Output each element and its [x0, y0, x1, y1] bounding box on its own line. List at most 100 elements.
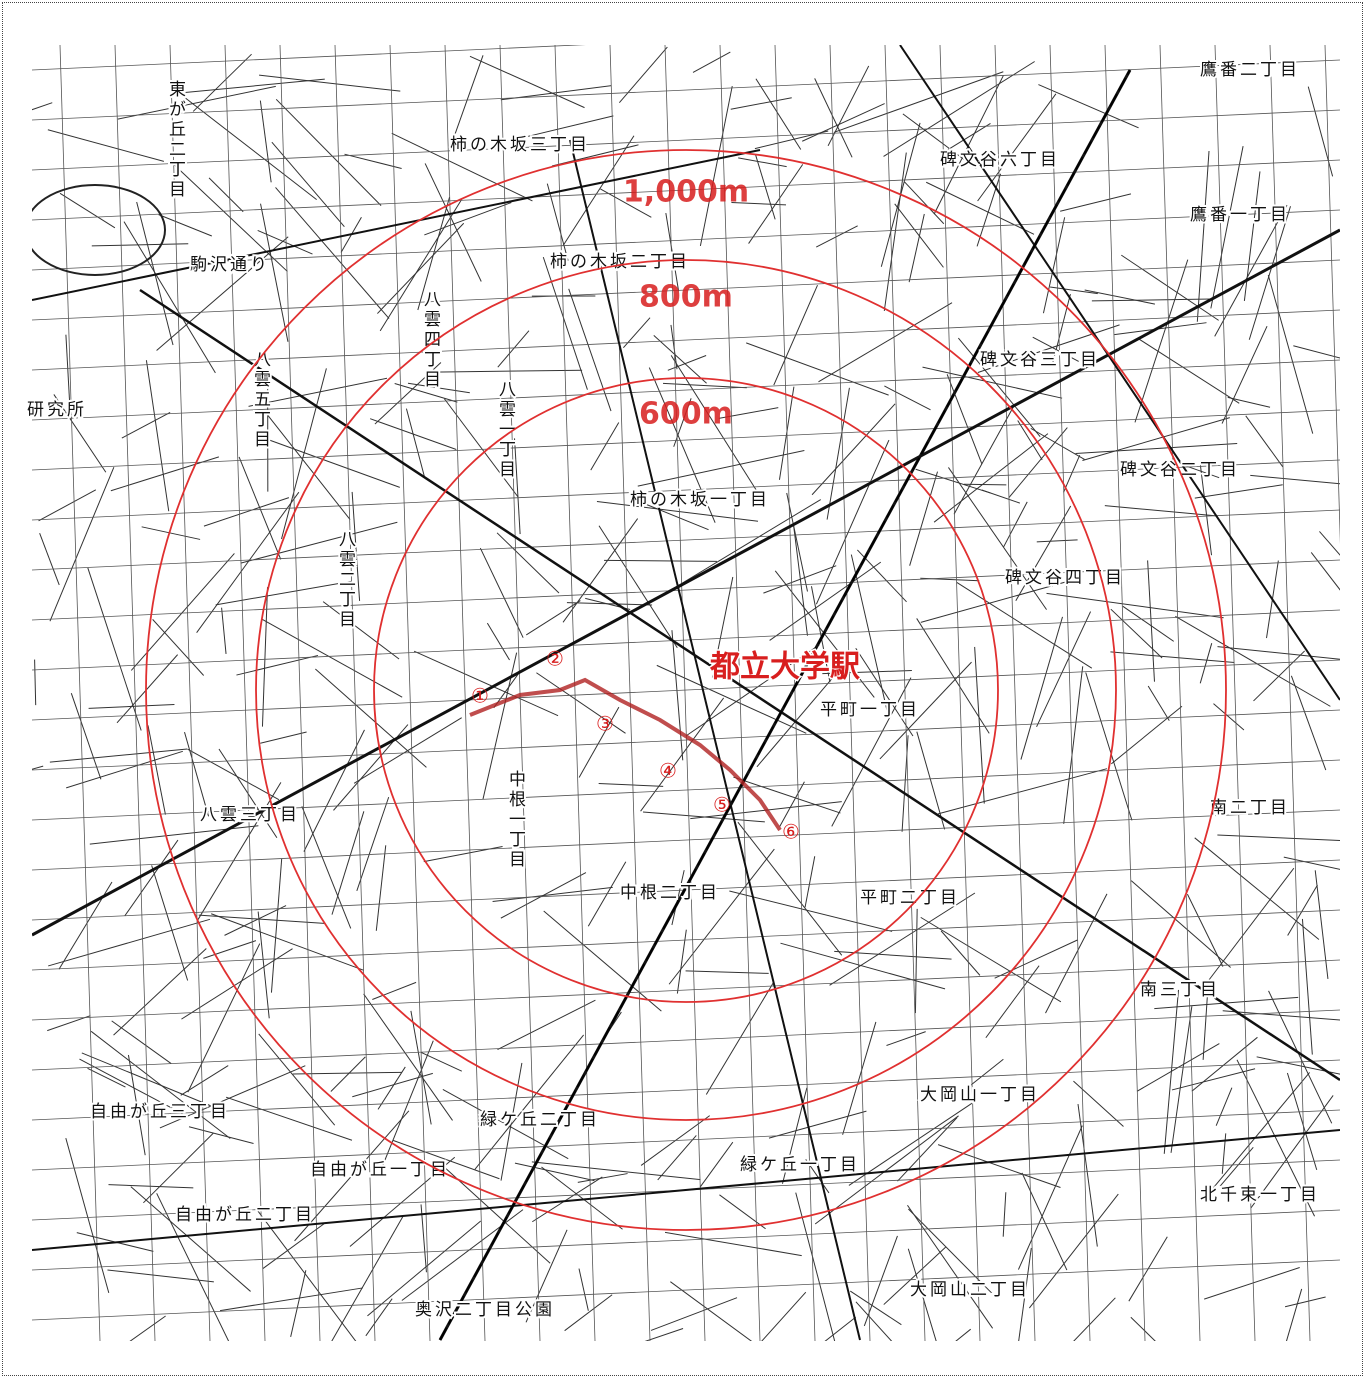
street — [578, 1268, 589, 1311]
street — [421, 1052, 463, 1072]
street — [49, 466, 115, 622]
street — [117, 85, 276, 120]
street — [1196, 150, 1210, 322]
distance-circle — [145, 149, 1227, 1231]
route-marker: ① — [471, 684, 489, 708]
street — [32, 609, 1340, 671]
street — [81, 1052, 218, 1109]
street — [1073, 1297, 1116, 1341]
street — [203, 497, 290, 527]
street — [497, 999, 596, 1051]
street — [1042, 217, 1066, 314]
street — [908, 213, 925, 283]
street — [1170, 1006, 1193, 1153]
street — [238, 456, 282, 560]
street — [1045, 893, 1108, 1014]
street — [1250, 474, 1340, 485]
street — [1214, 45, 1256, 1341]
street — [719, 1194, 766, 1230]
street — [257, 911, 270, 1019]
street — [1049, 45, 1091, 1341]
street — [1287, 884, 1318, 936]
street — [141, 526, 201, 540]
street — [705, 981, 775, 1095]
street — [1221, 325, 1268, 424]
place-name: 柿の木坂三丁目 — [450, 135, 590, 155]
street — [260, 203, 289, 342]
street — [432, 369, 583, 373]
route-marker: ② — [546, 647, 564, 671]
street — [259, 100, 272, 183]
place-name: 緑ケ丘一丁目 — [740, 1155, 860, 1175]
street — [197, 782, 282, 921]
street — [123, 221, 216, 374]
street — [768, 1110, 867, 1139]
street — [795, 1192, 836, 1341]
street — [922, 366, 1063, 399]
street — [937, 1144, 1061, 1188]
street — [32, 45, 586, 71]
street — [271, 141, 345, 228]
street — [292, 1071, 402, 1075]
street — [883, 1246, 946, 1305]
place-name: 八雲三丁目 — [200, 805, 300, 825]
street — [780, 942, 946, 990]
major-road — [899, 45, 1340, 701]
street — [353, 717, 462, 784]
street — [363, 993, 453, 1121]
street — [90, 1030, 231, 1139]
street — [32, 809, 1340, 871]
street — [32, 459, 1340, 521]
street — [391, 132, 533, 202]
streets — [32, 45, 1340, 1341]
street — [394, 382, 458, 403]
street — [53, 394, 107, 473]
major-road — [32, 228, 1340, 937]
street — [1159, 45, 1201, 1341]
street — [699, 1141, 734, 1188]
street — [261, 618, 403, 698]
street — [810, 586, 831, 683]
street — [32, 409, 1340, 471]
street — [1075, 443, 1238, 454]
street — [879, 661, 972, 760]
street — [1245, 415, 1284, 468]
street — [32, 209, 1340, 271]
street — [1017, 1125, 1083, 1270]
street — [1015, 505, 1072, 601]
place-name: 鷹番二丁目 — [1200, 59, 1300, 80]
street — [1250, 1095, 1334, 1209]
street — [948, 467, 1047, 610]
street — [158, 214, 212, 237]
street — [184, 78, 325, 94]
street — [564, 1294, 613, 1332]
street — [1219, 1147, 1254, 1188]
street — [578, 706, 620, 778]
street — [294, 1110, 410, 1242]
street — [822, 670, 912, 675]
street — [818, 302, 953, 383]
street — [169, 45, 211, 1341]
street — [1110, 651, 1235, 664]
place-name: 緑ケ丘二丁目 — [480, 1110, 600, 1130]
street — [1046, 592, 1224, 619]
street — [367, 1220, 482, 1317]
distance-label: 600m — [639, 397, 733, 432]
street — [444, 45, 486, 1341]
street — [113, 948, 207, 1036]
street — [1030, 427, 1085, 460]
route-marker: ⑥ — [782, 820, 800, 844]
street — [637, 450, 805, 487]
street — [378, 1040, 434, 1176]
street — [1104, 505, 1218, 517]
street — [1286, 1072, 1318, 1171]
street — [356, 796, 390, 892]
street — [685, 644, 820, 737]
street — [116, 654, 179, 724]
street — [816, 225, 858, 248]
street — [656, 664, 807, 734]
street — [668, 848, 775, 985]
street — [957, 337, 1041, 438]
street — [32, 309, 1340, 371]
street — [275, 98, 382, 207]
